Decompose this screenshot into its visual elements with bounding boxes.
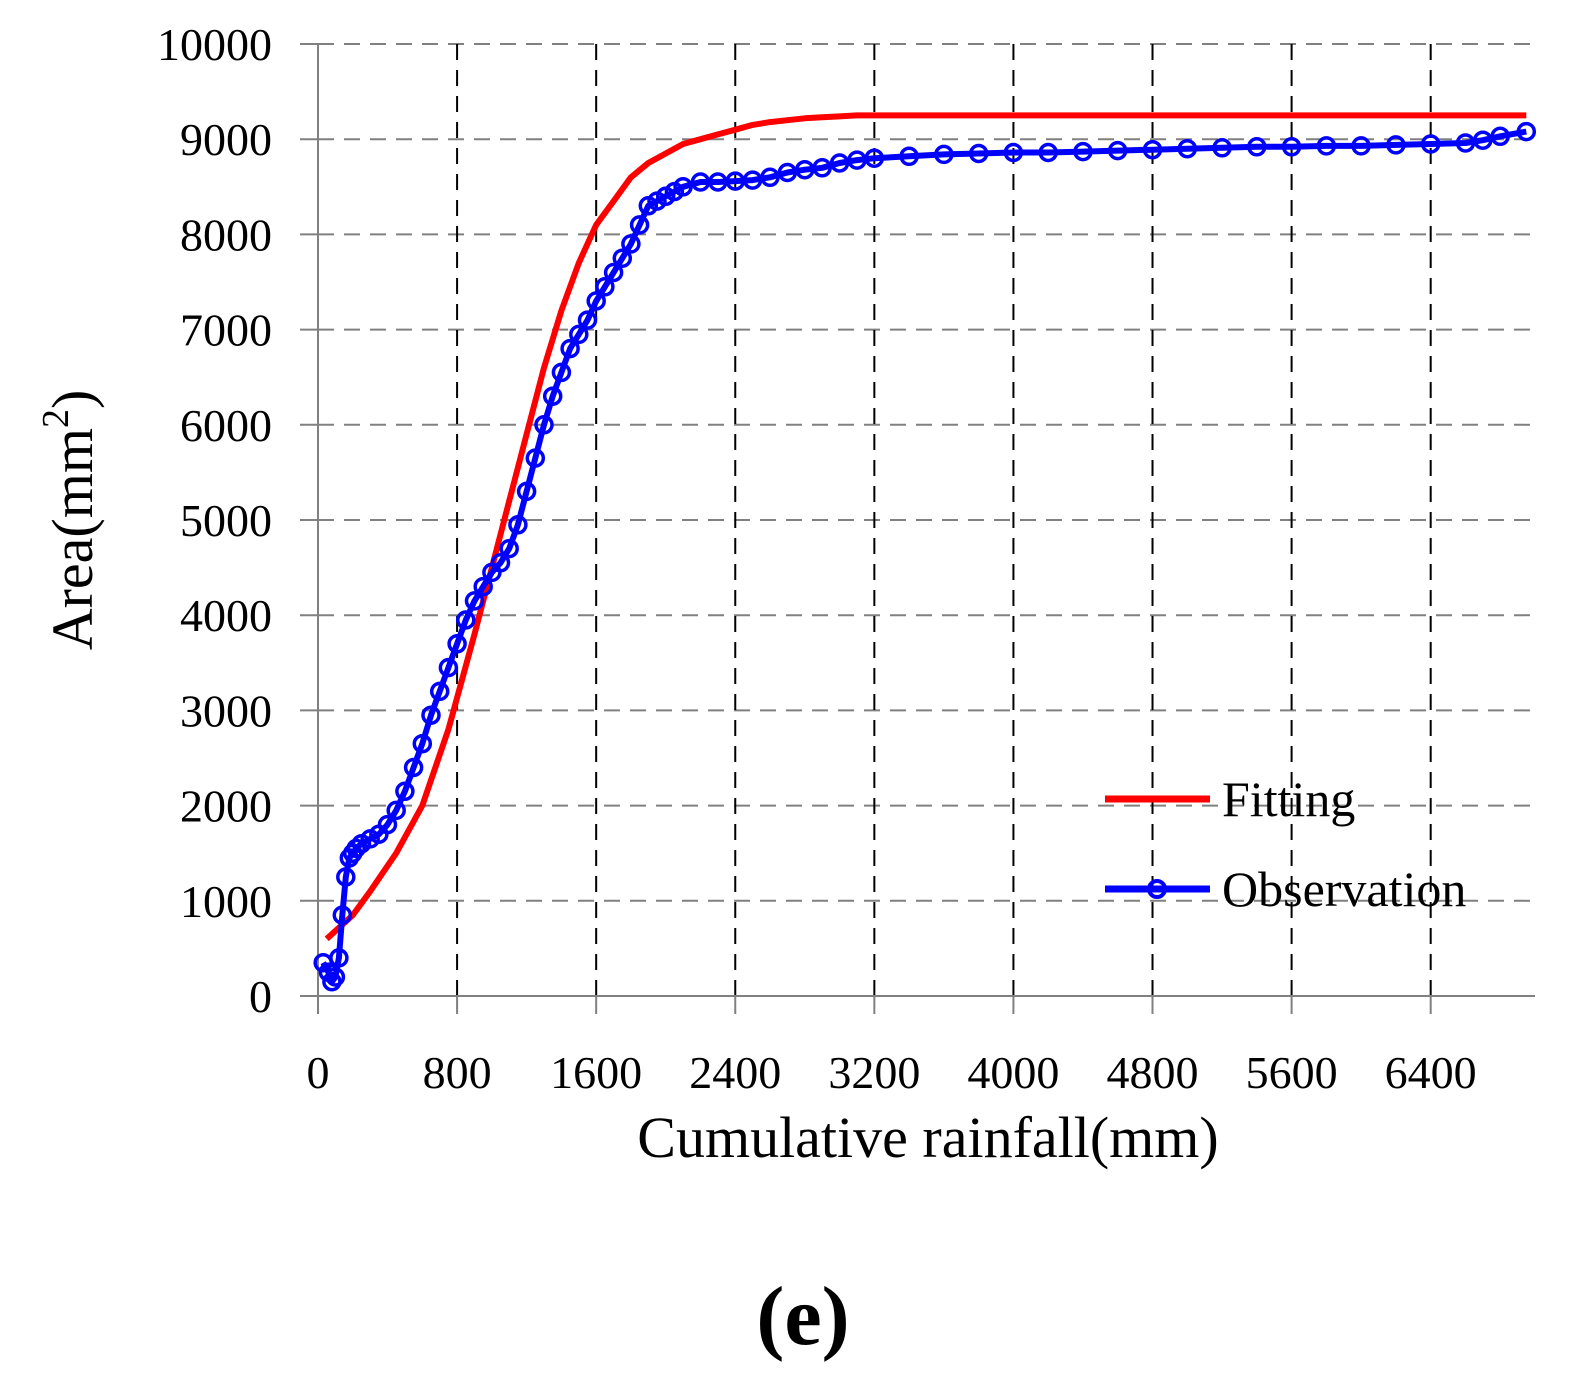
observation-point: [899, 146, 919, 167]
y-tick-label: 10000: [157, 19, 272, 70]
series-layer: [313, 112, 1537, 992]
observation-point: [329, 948, 349, 968]
observation-point: [464, 591, 485, 611]
observation-point: [421, 705, 441, 725]
legend: Fitting Observation: [1105, 771, 1466, 917]
y-tick-label: 3000: [180, 685, 272, 736]
observation-point: [864, 148, 885, 168]
observation-point: [542, 386, 563, 406]
observation-point: [760, 167, 780, 188]
observation-point: [673, 177, 693, 197]
x-tick-labels: 0 800 1600 2400 3200 4000 4800 5600 6400: [307, 996, 1477, 1098]
observation-point: [1212, 138, 1232, 158]
x-tick-label: 2400: [689, 1047, 781, 1098]
observation-point: [629, 215, 650, 235]
observation-point: [1490, 126, 1510, 147]
y-axis-title-main: Area(mm: [40, 428, 105, 650]
observation-point: [447, 634, 467, 654]
observation-point: [829, 153, 850, 173]
x-tick-label: 4800: [1107, 1047, 1199, 1098]
observation-point: [1420, 134, 1441, 154]
observation-point: [346, 838, 366, 859]
observation-point: [386, 800, 406, 821]
observation-point: [516, 481, 537, 502]
observation-point: [1386, 135, 1406, 155]
y-tick-label: 0: [249, 971, 272, 1022]
grid-lines: [318, 43, 1535, 996]
observation-point: [777, 162, 798, 183]
observation-point: [1003, 142, 1024, 163]
y-tick-labels: 0 1000 2000 3000 4000 5000 6000 7000 8000 9000 100…: [157, 19, 318, 1022]
observation-point: [968, 143, 989, 164]
x-tick-label: 3200: [828, 1047, 920, 1098]
observation-point: [456, 610, 476, 630]
observation-point: [1473, 130, 1493, 150]
observation-point: [499, 538, 519, 559]
observation-point: [742, 170, 763, 190]
observation-point: [1177, 138, 1198, 159]
series-line-fitting: [324, 112, 1527, 942]
observation-point: [490, 553, 511, 573]
observation-point: [403, 757, 424, 778]
y-tick-label: 5000: [180, 495, 272, 546]
x-tick-label: 5600: [1246, 1047, 1338, 1098]
observation-point: [1281, 137, 1302, 157]
observation-point: [336, 867, 356, 887]
observation-point: [1107, 140, 1128, 161]
legend-fitting-label: Fitting: [1222, 771, 1355, 827]
observation-point: [595, 277, 615, 297]
observation-point: [332, 905, 353, 925]
observation-point: [1516, 121, 1537, 142]
x-tick-label: 4000: [967, 1047, 1059, 1098]
observation-point: [612, 248, 633, 268]
y-tick-label: 2000: [180, 781, 272, 832]
observation-point: [438, 657, 459, 678]
x-tick-label: 1600: [550, 1047, 642, 1098]
y-tick-label: 9000: [180, 114, 272, 165]
observation-point: [473, 576, 493, 597]
observation-point: [534, 415, 554, 435]
y-tick-label: 1000: [180, 876, 272, 927]
observation-point: [603, 262, 624, 283]
y-axis-title: Area(mm2): [35, 390, 105, 651]
series-fitting: [324, 112, 1527, 942]
x-tick-label: 0: [307, 1047, 330, 1098]
observation-point: [1073, 141, 1093, 162]
observation-point: [569, 324, 589, 345]
observation-point: [1142, 139, 1163, 160]
observation-point: [577, 310, 598, 330]
series-observation: [313, 121, 1537, 992]
observation-point: [551, 362, 572, 383]
observation-point: [325, 967, 346, 987]
observation-point: [508, 515, 528, 535]
y-tick-label: 6000: [180, 400, 272, 451]
series-line-observation: [320, 128, 1527, 985]
legend-observation-label: Observation: [1222, 861, 1466, 917]
observation-point: [1316, 136, 1337, 156]
y-tick-label: 7000: [180, 305, 272, 356]
observation-point: [395, 781, 415, 802]
observation-point: [429, 681, 450, 702]
observation-point: [525, 448, 546, 468]
y-tick-label: 8000: [180, 209, 272, 260]
observation-point: [377, 814, 398, 835]
observation-point: [1038, 142, 1058, 163]
y-tick-label: 4000: [180, 590, 272, 641]
observation-point: [621, 234, 641, 254]
observation-point: [1351, 136, 1371, 156]
panel-label: (e): [756, 1270, 849, 1363]
x-tick-label: 6400: [1385, 1047, 1477, 1098]
observation-point: [586, 291, 606, 311]
y-axis-title-superscript: 2: [35, 409, 77, 428]
legend-observation-marker: [1147, 879, 1167, 899]
observation-point: [560, 338, 580, 359]
observation-point: [934, 144, 954, 165]
y-axis-title-suffix: ): [40, 390, 105, 409]
x-axis-title: Cumulative rainfall(mm): [637, 1105, 1218, 1170]
observation-point: [1247, 137, 1267, 157]
observation-point: [812, 158, 832, 178]
observation-point: [412, 733, 433, 754]
x-tick-label: 800: [423, 1047, 492, 1098]
